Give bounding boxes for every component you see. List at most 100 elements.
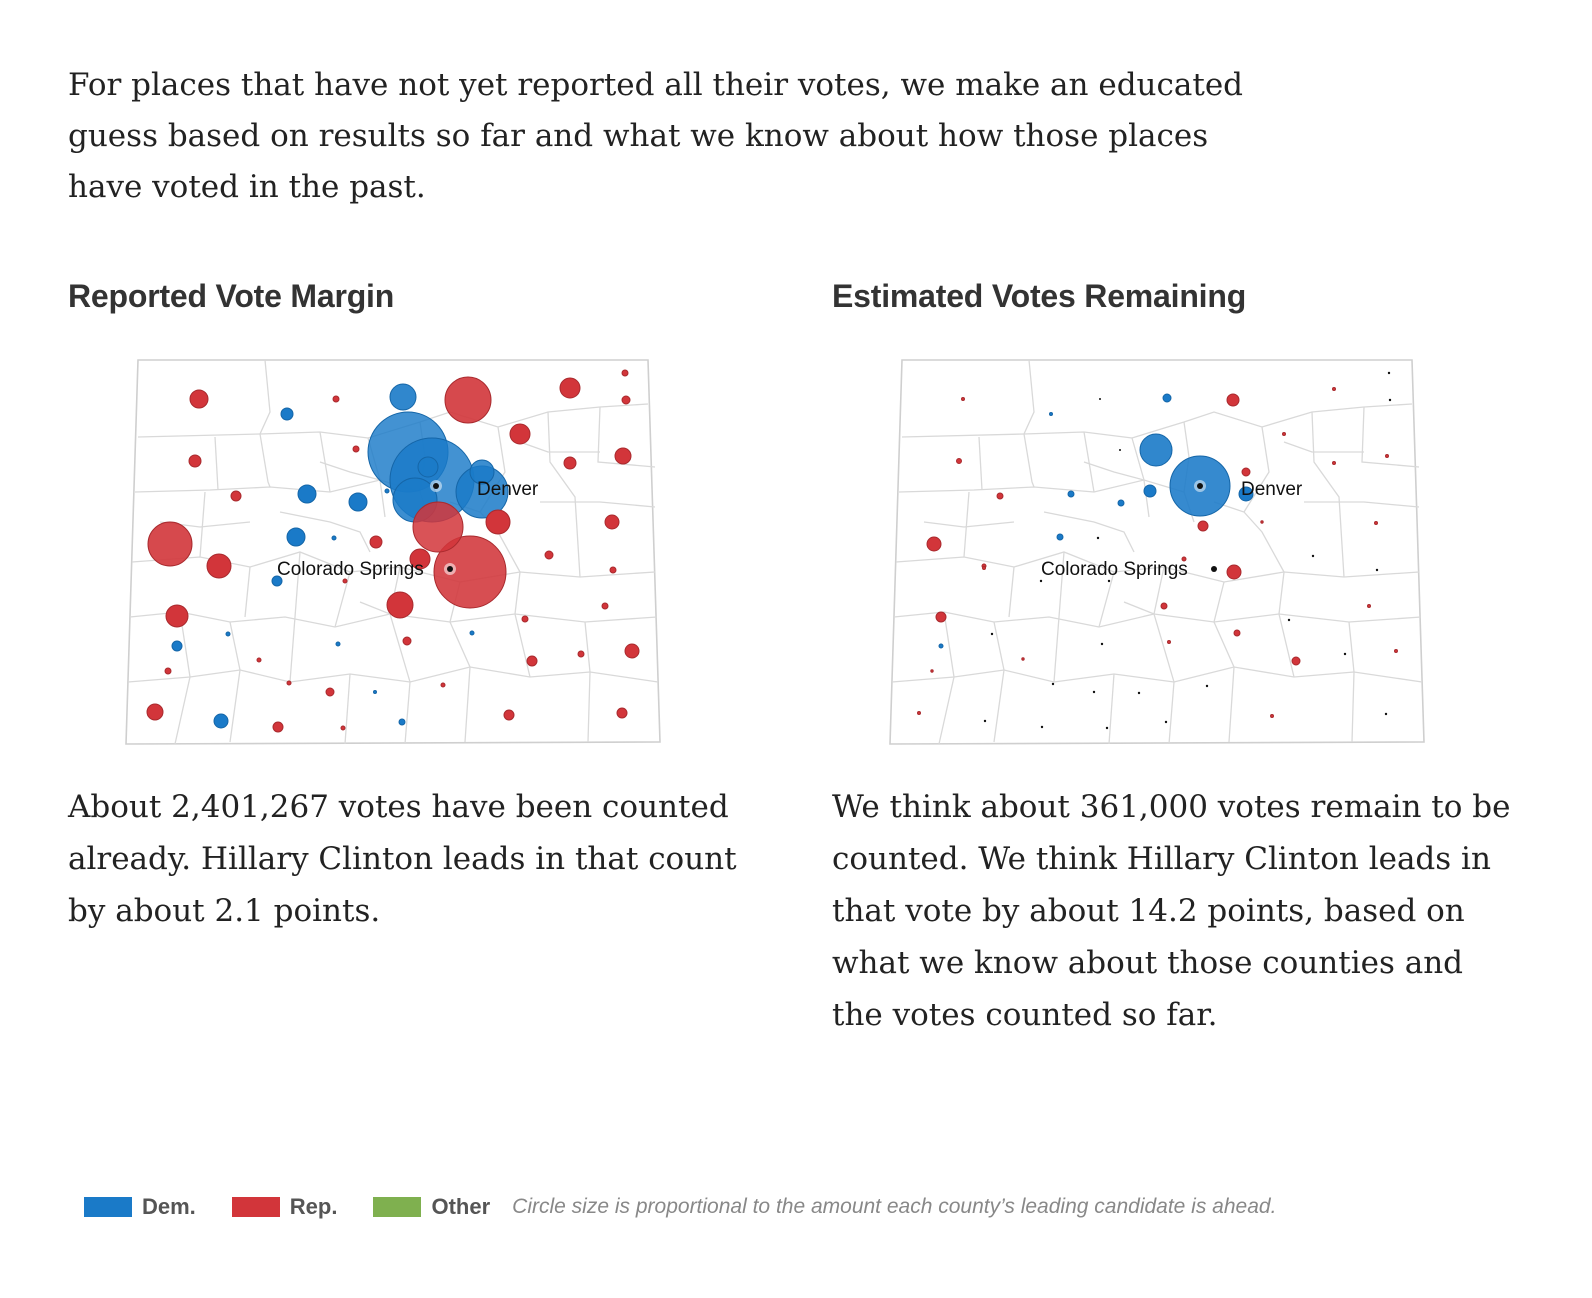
county-circle [1067,490,1075,498]
denver-dot [1197,483,1203,489]
intro-paragraph: For places that have not yet reported al… [68,67,1244,205]
legend-note: Circle size is proportional to the amoun… [512,1195,1277,1218]
county-circle [961,397,965,401]
county-circle [609,566,617,574]
county-circle [621,369,629,377]
county-circle [398,718,406,726]
other-swatch [373,1197,422,1217]
county-circle [1117,499,1125,507]
county-circle [189,389,209,409]
county-circle [164,667,172,675]
county-circle [1107,579,1111,583]
county-circle [1226,564,1242,580]
county-circle [325,687,335,697]
county-circle [1092,690,1096,694]
legend: Dem. Rep. Other Circle size is proportio… [84,1192,1276,1222]
county-circle [1160,602,1168,610]
city-label-colorado-springs: Colorado Springs [277,559,424,580]
county-boundaries [125,359,661,745]
county-circle [1226,393,1240,407]
county-circle [348,492,368,512]
county-circle [1241,467,1251,477]
county-circle [1167,640,1171,644]
county-circle [544,550,554,560]
county-circle [402,636,412,646]
county-circle [332,395,340,403]
county-circle [926,536,942,552]
county-circle [956,458,962,464]
county-circle [982,566,986,570]
county-circle [146,703,164,721]
county-circle [342,578,348,584]
county-circle [996,492,1004,500]
county-circle [417,456,439,478]
county-circle [1164,720,1168,724]
city-label-denver: Denver [1241,479,1303,500]
county-circle [917,711,921,715]
county-circle [503,709,515,721]
county-circle [1137,691,1141,695]
county-circle [526,655,538,667]
county-circle [1387,371,1391,375]
county-circle [604,514,620,530]
county-circle [616,707,628,719]
votes-remaining-description: We think about 361,000 votes remain to b… [832,789,1511,1033]
county-circle [352,445,360,453]
county-circle [983,719,987,723]
county-circle [1205,684,1209,688]
county-circle [412,501,464,553]
county-circle [1105,726,1109,730]
county-circle [1385,454,1389,458]
votes-remaining-circles [917,371,1398,730]
county-circle [509,423,531,445]
county-circle [1282,432,1286,436]
votes-remaining-map: Denver Colorado Springs [884,352,1444,757]
county-circle [621,395,631,405]
county-circle [213,713,229,729]
county-circle [1343,652,1347,656]
county-circle [1375,568,1379,572]
county-circle [1181,556,1187,562]
county-circle [577,650,585,658]
county-circle [389,383,417,411]
county-circle [1367,604,1371,608]
county-circle [206,553,232,579]
county-circle [340,725,346,731]
county-circle [286,527,306,547]
county-circle [521,615,529,623]
rep-swatch [231,1197,280,1217]
county-circle [1040,725,1044,729]
county-circle [1388,398,1392,402]
county-circle [938,643,944,649]
county-circle [469,630,475,636]
city-label-colorado-springs: Colorado Springs [1041,559,1188,580]
county-circle [624,643,640,659]
county-circle [614,447,632,465]
county-circle [1100,642,1104,646]
county-circle [1096,536,1100,540]
county-circle [1099,398,1101,400]
county-circle [225,631,231,637]
county-circle [433,535,507,609]
county-circle [271,575,283,587]
county-circle [1197,520,1209,532]
county-circle [1162,393,1172,403]
county-circle [280,407,294,421]
county-circle [188,454,202,468]
county-circle [559,377,581,399]
county-circle [1119,449,1121,451]
county-circle [1332,387,1336,391]
county-circle [335,641,341,647]
denver-dot [433,483,439,489]
county-circle [601,602,609,610]
colorado-springs-dot [447,566,453,572]
county-circle [935,611,947,623]
legend-label-other: Other [431,1194,491,1219]
county-circle [297,484,317,504]
county-circle [930,669,934,673]
county-circle [1051,682,1055,686]
dem-swatch [84,1197,132,1217]
county-circle [386,591,414,619]
county-circle [485,509,511,535]
county-circle [373,690,377,694]
